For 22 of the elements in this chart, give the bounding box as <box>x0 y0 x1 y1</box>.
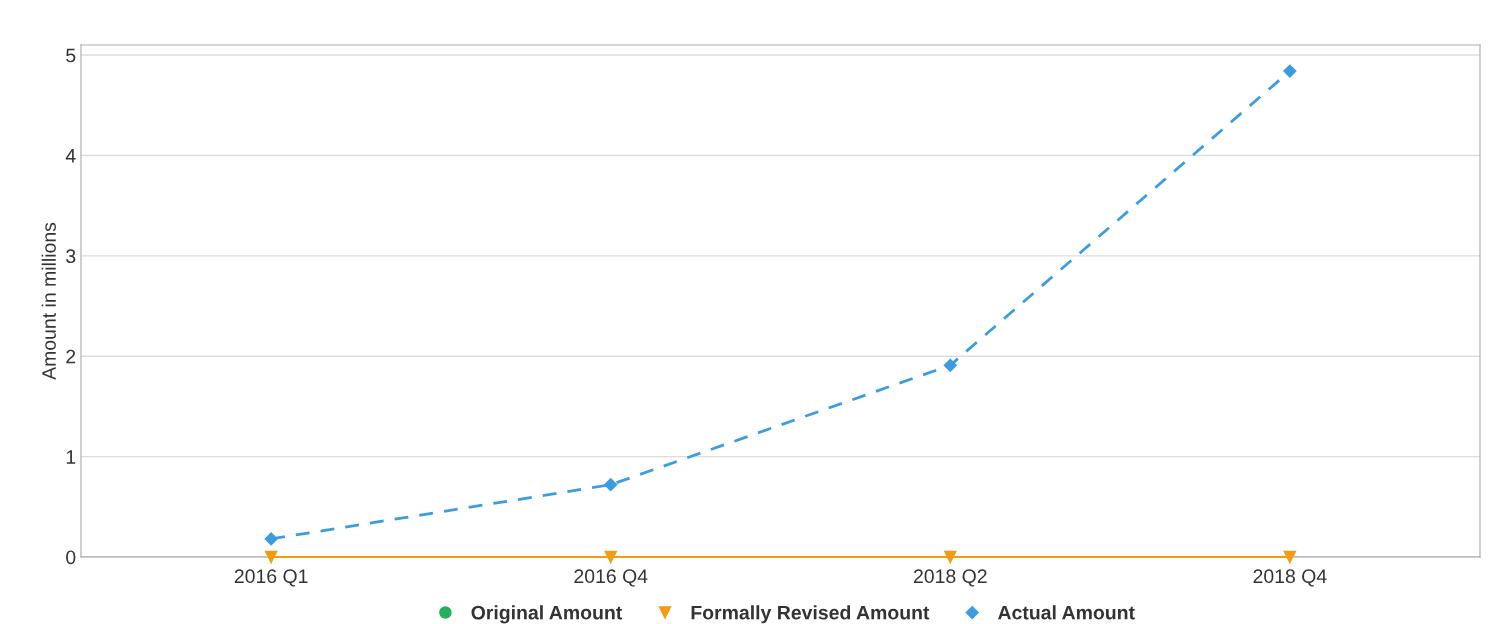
point <box>944 550 957 564</box>
y-tick-label: 1 <box>66 450 76 464</box>
x-tick-label: 2018 Q4 <box>1253 569 1327 587</box>
point <box>264 550 278 564</box>
x-tick-label: 2016 Q1 <box>234 569 308 587</box>
point <box>604 550 617 564</box>
legend-label: Actual Amount <box>997 605 1135 620</box>
point <box>264 532 278 546</box>
point <box>943 358 957 372</box>
legend-label: Formally Revised Amount <box>691 605 930 624</box>
y-tick-label: 3 <box>66 249 76 264</box>
y-tick-label: 2 <box>66 349 76 364</box>
point <box>604 478 618 492</box>
point <box>1283 550 1297 564</box>
y-tick-label: 4 <box>65 149 76 163</box>
y-tick-label: 0 <box>66 550 76 565</box>
legend-label: Original Amount <box>471 605 623 624</box>
x-tick-label: 2018 Q2 <box>913 569 987 587</box>
y-axis-title: Amount in millions <box>41 222 56 380</box>
point <box>1283 64 1297 78</box>
x-tick-label: 2016 Q4 <box>574 569 648 587</box>
y-tick-label: 5 <box>66 48 76 63</box>
